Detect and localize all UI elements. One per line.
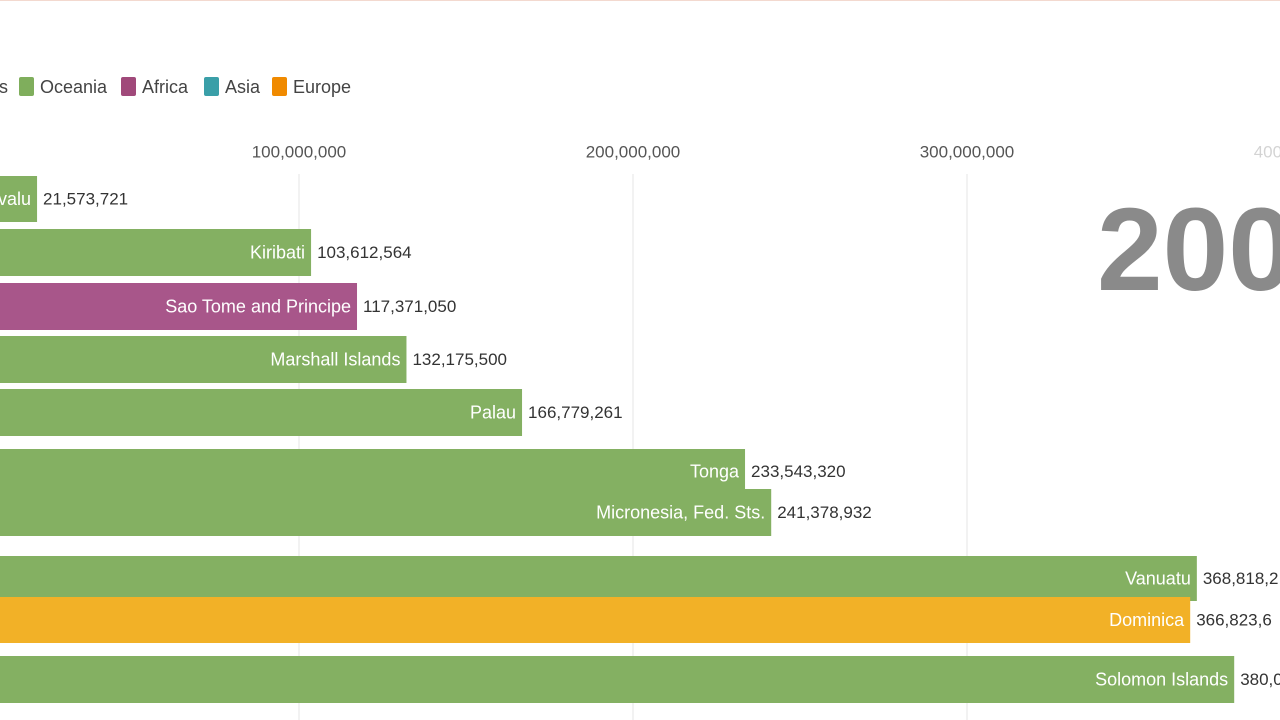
bar-label: Micronesia, Fed. Sts.	[596, 502, 765, 522]
bar	[0, 389, 523, 436]
x-tick-label: 400,000,000	[1254, 142, 1280, 161]
value-label: 241,378,932	[777, 503, 872, 522]
legend-label: Europe	[293, 77, 351, 97]
bar	[0, 176, 38, 222]
bar-label: Vanuatu	[1125, 568, 1191, 588]
bar-label: Palau	[470, 402, 516, 422]
legend-label: Asia	[225, 77, 261, 97]
legend-swatch	[121, 77, 136, 96]
bar	[0, 229, 312, 276]
value-label: 21,573,721	[43, 189, 128, 208]
bar-label: valu	[0, 189, 31, 209]
bar-label: Tonga	[690, 461, 740, 481]
value-label: 166,779,261	[528, 403, 623, 422]
bar	[0, 449, 746, 494]
value-label: 103,612,564	[317, 243, 412, 262]
bar	[0, 489, 772, 536]
legend-label: Africa	[142, 77, 189, 97]
value-label: 380,0	[1240, 670, 1280, 689]
bar-label: Sao Tome and Principe	[165, 296, 351, 316]
legend-label: Oceania	[40, 77, 108, 97]
bar	[0, 656, 1235, 703]
value-label: 117,371,050	[363, 297, 456, 316]
value-label: 233,543,320	[751, 462, 846, 481]
year-label: 200	[1097, 184, 1280, 316]
x-tick-label: 200,000,000	[586, 142, 681, 161]
bar	[0, 283, 358, 330]
bar-label: Dominica	[1109, 610, 1185, 630]
bar-label: Kiribati	[250, 242, 305, 262]
bar	[0, 597, 1191, 643]
bar	[0, 556, 1197, 601]
legend-label: s	[0, 77, 8, 97]
bar-label: Marshall Islands	[270, 349, 400, 369]
x-tick-label: 300,000,000	[920, 142, 1015, 161]
bar	[0, 336, 407, 383]
legend-swatch	[204, 77, 219, 96]
legend-swatch	[19, 77, 34, 96]
legend-swatch	[272, 77, 287, 96]
bar-label: Solomon Islands	[1095, 669, 1228, 689]
x-tick-label: 100,000,000	[252, 142, 347, 161]
value-label: 368,818,2	[1203, 569, 1279, 588]
value-label: 366,823,6	[1196, 610, 1272, 629]
value-label: 132,175,500	[412, 350, 507, 369]
